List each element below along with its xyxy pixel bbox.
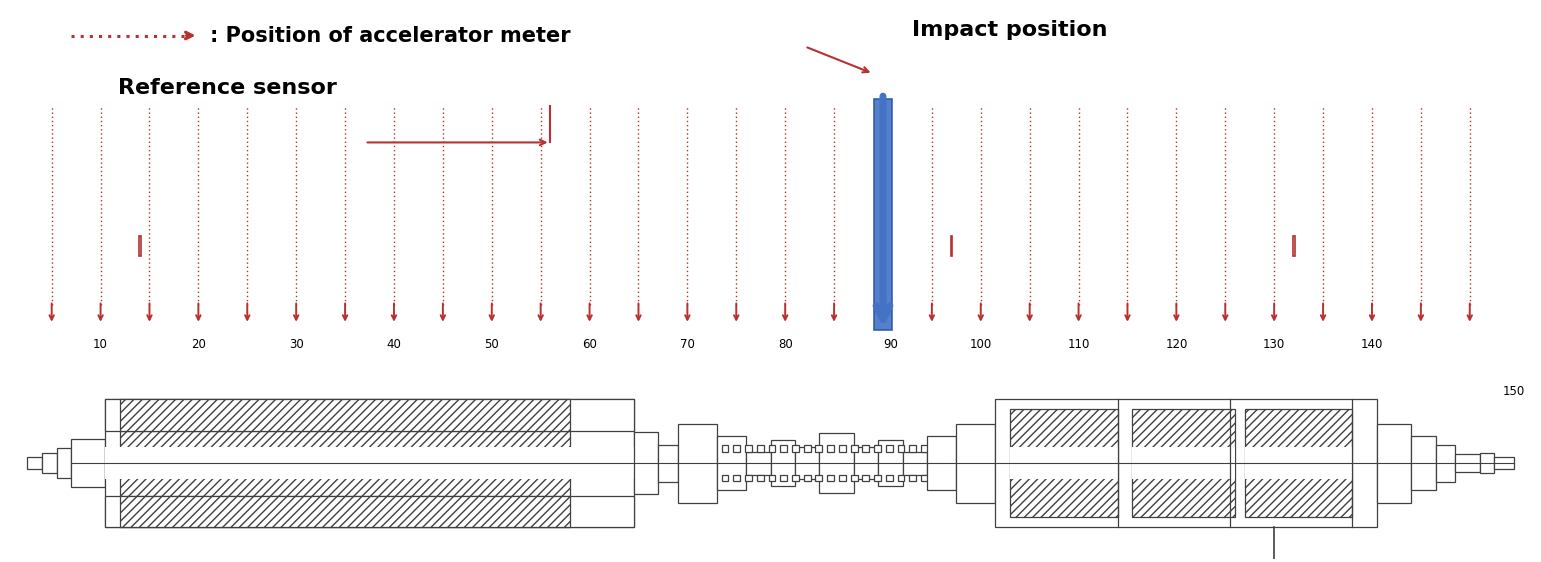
Bar xyxy=(1133,409,1234,517)
Bar xyxy=(898,475,905,481)
Bar xyxy=(874,445,881,452)
Bar xyxy=(120,409,570,517)
Bar xyxy=(1245,409,1353,517)
Bar xyxy=(678,424,717,502)
Bar xyxy=(909,445,917,452)
Text: 100: 100 xyxy=(969,338,992,351)
Bar xyxy=(1479,454,1495,473)
Bar xyxy=(1245,447,1353,479)
Bar xyxy=(1009,409,1117,517)
Bar xyxy=(105,447,633,479)
Bar xyxy=(746,452,770,475)
Bar xyxy=(932,445,940,452)
Bar xyxy=(878,441,903,486)
Bar xyxy=(792,445,798,452)
Bar xyxy=(815,445,823,452)
Text: 80: 80 xyxy=(778,338,792,351)
Bar xyxy=(1376,424,1412,502)
Bar xyxy=(851,445,857,452)
Text: : Position of accelerator meter: : Position of accelerator meter xyxy=(210,25,570,46)
Bar xyxy=(838,475,846,481)
Bar xyxy=(795,447,820,479)
Bar xyxy=(874,475,881,481)
Bar xyxy=(903,452,928,475)
Text: 90: 90 xyxy=(883,338,898,351)
Bar xyxy=(804,445,811,452)
Bar xyxy=(792,475,798,481)
Bar xyxy=(863,445,869,452)
Text: 120: 120 xyxy=(1165,338,1188,351)
Bar xyxy=(886,475,892,481)
Bar xyxy=(851,475,857,481)
Text: 130: 130 xyxy=(1264,338,1285,351)
Bar xyxy=(922,475,928,481)
Bar xyxy=(744,475,752,481)
Bar xyxy=(120,399,570,431)
Bar xyxy=(804,475,811,481)
Text: 10: 10 xyxy=(92,338,108,351)
Bar xyxy=(721,445,729,452)
Bar xyxy=(105,496,633,528)
Bar xyxy=(721,475,729,481)
Bar xyxy=(886,445,892,452)
Bar xyxy=(951,236,952,256)
Bar xyxy=(863,475,869,481)
Bar xyxy=(769,475,775,481)
Bar xyxy=(928,436,957,490)
Text: 50: 50 xyxy=(484,338,499,351)
Bar xyxy=(139,236,140,256)
Bar xyxy=(1455,454,1479,472)
Bar xyxy=(828,475,834,481)
Bar xyxy=(28,457,42,469)
Bar xyxy=(995,399,1376,528)
Bar xyxy=(838,445,846,452)
Bar xyxy=(1293,236,1294,256)
Bar xyxy=(1436,445,1455,482)
Bar xyxy=(105,399,633,528)
Bar xyxy=(658,445,678,482)
Bar xyxy=(780,445,787,452)
Bar xyxy=(932,475,940,481)
Text: Reference sensor: Reference sensor xyxy=(119,78,337,98)
Bar xyxy=(898,445,905,452)
Bar xyxy=(42,454,57,473)
Text: 60: 60 xyxy=(582,338,596,351)
Bar xyxy=(874,99,892,330)
Bar xyxy=(734,445,740,452)
Bar xyxy=(957,424,995,502)
Text: 150: 150 xyxy=(1502,384,1526,398)
Bar xyxy=(909,475,917,481)
Bar xyxy=(120,496,570,528)
Text: 70: 70 xyxy=(680,338,695,351)
Bar xyxy=(1412,436,1436,490)
Bar xyxy=(57,448,71,478)
Text: Impact position: Impact position xyxy=(912,20,1108,40)
Bar xyxy=(734,475,740,481)
Bar xyxy=(105,399,633,431)
Bar xyxy=(770,441,795,486)
Bar xyxy=(757,445,764,452)
Text: 40: 40 xyxy=(387,338,401,351)
Bar xyxy=(780,475,787,481)
Bar xyxy=(757,475,764,481)
Text: 110: 110 xyxy=(1068,338,1089,351)
Bar xyxy=(854,447,878,479)
Bar xyxy=(71,439,105,487)
Bar xyxy=(1009,447,1117,479)
Bar xyxy=(815,475,823,481)
Bar xyxy=(1133,447,1234,479)
Bar xyxy=(717,436,746,490)
Bar xyxy=(769,445,775,452)
Text: 20: 20 xyxy=(191,338,206,351)
Bar xyxy=(1495,457,1513,469)
Bar xyxy=(744,445,752,452)
Bar xyxy=(820,433,854,493)
Bar xyxy=(828,445,834,452)
Text: 30: 30 xyxy=(288,338,304,351)
Text: 140: 140 xyxy=(1361,338,1384,351)
Bar xyxy=(633,432,658,495)
Bar xyxy=(922,445,928,452)
